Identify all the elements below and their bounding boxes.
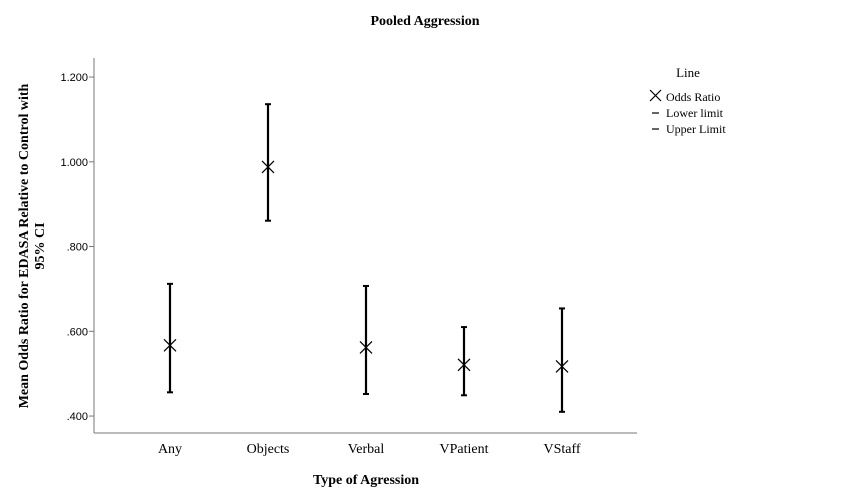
y-tick-label: .800: [67, 242, 88, 254]
x-tick-label: VPatient: [440, 442, 489, 457]
odds-ratio-marker: [261, 160, 275, 174]
y-tick-label: .600: [67, 326, 88, 338]
legend-label-odds-ratio: Odds Ratio: [666, 90, 720, 104]
y-tick-label: .400: [67, 411, 88, 423]
x-axis-label: Type of Agression: [313, 473, 419, 488]
y-tick-label: 1.000: [60, 157, 88, 169]
legend-x-marker: [649, 89, 662, 102]
odds-ratio-marker: [163, 338, 177, 352]
odds-ratio-marker: [359, 340, 373, 354]
legend-label-upper-limit: Upper Limit: [666, 122, 726, 136]
x-tick-label: Verbal: [348, 442, 385, 457]
x-tick-label: VStaff: [543, 442, 580, 457]
legend-entry-odds-ratio: Odds Ratio: [649, 89, 720, 104]
plot-marks: [163, 103, 569, 413]
x-tick-label: Objects: [247, 442, 290, 457]
y-axis-label-line1: Mean Odds Ratio for EDASA Relative to Co…: [17, 83, 32, 408]
chart-title: Pooled Aggression: [370, 14, 479, 29]
odds-ratio-marker: [555, 360, 569, 373]
legend-entry-upper-limit: Upper Limit: [652, 122, 726, 136]
y-ticks: .400 .600 .800 1.000 1.200: [60, 72, 94, 423]
x-ticks: Any Objects Verbal VPatient VStaff: [158, 442, 581, 457]
legend-entry-lower-limit: Lower limit: [652, 106, 724, 120]
odds-ratio-marker: [457, 358, 471, 372]
y-tick-label: 1.200: [60, 72, 88, 84]
legend: Line Odds Ratio Lower limit Upper Limit: [649, 65, 726, 136]
legend-label-lower-limit: Lower limit: [666, 106, 724, 120]
legend-title: Line: [676, 65, 700, 80]
y-axis-label-line2: 95% CI: [33, 222, 48, 269]
x-tick-label: Any: [158, 442, 182, 457]
y-axis-label: Mean Odds Ratio for EDASA Relative to Co…: [17, 83, 48, 408]
